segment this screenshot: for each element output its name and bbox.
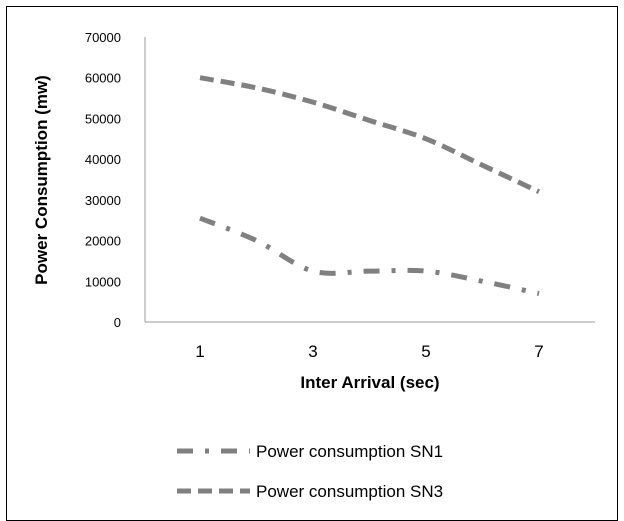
series-lines — [199, 75, 541, 296]
y-tick-label: 70000 — [85, 30, 121, 45]
x-axis-title: Inter Arrival (sec) — [300, 373, 439, 392]
y-tick-label: 50000 — [85, 111, 121, 126]
y-tick-labels: 0 10000 20000 30000 40000 50000 60000 70000 — [85, 30, 121, 330]
legend-label-sn1: Power consumption SN1 — [256, 442, 443, 461]
legend-item-sn3: Power consumption SN3 — [177, 482, 443, 501]
legend: Power consumption SN1 Power consumption … — [177, 442, 443, 501]
series-line-sn3 — [199, 75, 541, 194]
x-tick-label: 1 — [195, 342, 204, 361]
y-tick-label: 0 — [114, 315, 121, 330]
legend-label-sn3: Power consumption SN3 — [256, 482, 443, 501]
x-tick-label: 3 — [308, 342, 317, 361]
y-tick-label: 10000 — [85, 274, 121, 289]
x-tick-label: 7 — [534, 342, 543, 361]
y-tick-label: 30000 — [85, 193, 121, 208]
plot-area — [144, 37, 595, 323]
y-tick-label: 40000 — [85, 152, 121, 167]
y-tick-label: 20000 — [85, 234, 121, 249]
x-tick-label: 5 — [421, 342, 430, 361]
y-tick-label: 60000 — [85, 71, 121, 86]
y-axis-title: Power Consumption (mw) — [32, 75, 51, 285]
x-tick-labels: 1 3 5 7 — [195, 342, 543, 361]
legend-item-sn1: Power consumption SN1 — [177, 442, 443, 461]
series-line-sn1 — [199, 215, 540, 296]
